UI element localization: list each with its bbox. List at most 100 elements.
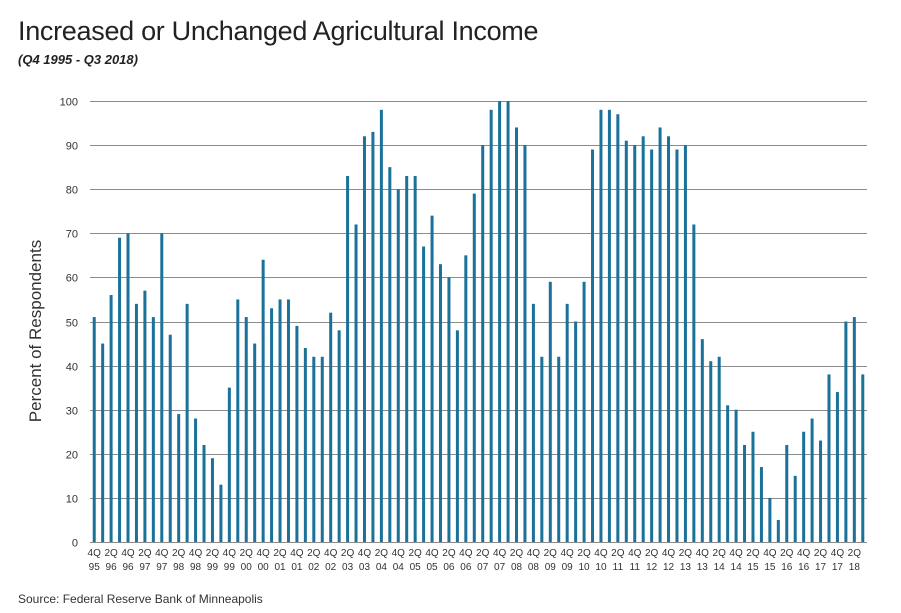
y-tick-label: 40 <box>66 362 78 374</box>
bar <box>455 330 459 542</box>
x-tick-label-quarter: 2Q <box>375 548 389 559</box>
bar <box>362 136 366 542</box>
bar <box>413 175 417 542</box>
bar <box>548 281 552 542</box>
x-tick-label-year: 14 <box>731 562 743 573</box>
x-tick-label-year: 10 <box>579 562 591 573</box>
x-tick-label-year: 98 <box>190 562 202 573</box>
bars <box>92 101 865 543</box>
x-tick-label-quarter: 2Q <box>645 548 659 559</box>
bar <box>692 224 696 543</box>
x-tick-label-quarter: 4Q <box>121 548 135 559</box>
bar <box>785 444 789 542</box>
x-tick-label-quarter: 2Q <box>476 548 490 559</box>
bar <box>759 467 763 542</box>
x-tick-label-year: 09 <box>562 562 574 573</box>
bar <box>650 149 654 542</box>
x-tick-label-quarter: 2Q <box>104 548 118 559</box>
gridlines <box>90 101 867 543</box>
source-note: Source: Federal Reserve Bank of Minneapo… <box>18 592 263 606</box>
bar <box>633 145 637 542</box>
y-axis-label: Percent of Respondents <box>26 240 45 422</box>
x-tick-label-quarter: 4Q <box>561 548 575 559</box>
x-tick-label-year: 10 <box>595 562 607 573</box>
x-tick-label-quarter: 2Q <box>307 548 321 559</box>
bar <box>303 347 307 542</box>
bar <box>118 237 122 542</box>
bar <box>371 131 375 542</box>
bar <box>683 145 687 542</box>
bar <box>151 317 155 542</box>
bar <box>489 109 493 542</box>
bar <box>396 189 400 542</box>
bar <box>447 277 451 542</box>
bar <box>717 356 721 542</box>
bar <box>751 431 755 542</box>
x-tick-label-year: 09 <box>545 562 557 573</box>
bar <box>168 334 172 542</box>
bar <box>185 303 189 542</box>
x-tick-label-quarter: 2Q <box>138 548 152 559</box>
y-tick-label: 60 <box>66 273 78 285</box>
x-tick-label-year: 12 <box>663 562 675 573</box>
x-tick-label-quarter: 4Q <box>324 548 338 559</box>
bar <box>506 101 510 542</box>
x-tick-label-year: 16 <box>781 562 793 573</box>
bar <box>329 312 333 542</box>
bar <box>574 321 578 542</box>
bar <box>498 101 502 542</box>
bar <box>852 317 856 542</box>
x-tick-label-year: 95 <box>89 562 101 573</box>
bar <box>286 299 290 542</box>
chart-subtitle: (Q4 1995 - Q3 2018) <box>18 52 138 67</box>
x-tick-label-year: 97 <box>156 562 168 573</box>
x-tick-label-quarter: 4Q <box>594 548 608 559</box>
x-tick-label-quarter: 2Q <box>273 548 287 559</box>
bar <box>624 140 628 542</box>
x-tick-label-year: 05 <box>410 562 422 573</box>
x-tick-label-year: 06 <box>443 562 455 573</box>
x-tick-label-year: 15 <box>747 562 759 573</box>
bar <box>388 167 392 542</box>
bar <box>320 356 324 542</box>
bar <box>515 127 519 543</box>
x-tick-label-year: 02 <box>308 562 320 573</box>
y-tick-label: 100 <box>60 97 78 109</box>
bar <box>802 431 806 542</box>
bar <box>295 325 299 542</box>
x-tick-label-quarter: 4Q <box>425 548 439 559</box>
x-tick-label-quarter: 4Q <box>527 548 541 559</box>
bar <box>844 321 848 542</box>
bar <box>675 149 679 542</box>
bar <box>531 303 535 542</box>
bar <box>523 145 527 542</box>
x-tick-label-quarter: 2Q <box>713 548 727 559</box>
bar <box>312 356 316 542</box>
x-tick-label-year: 07 <box>477 562 489 573</box>
x-axis-ticks: 4Q952Q964Q962Q974Q972Q984Q982Q994Q992Q00… <box>88 548 862 573</box>
y-tick-label: 30 <box>66 406 78 418</box>
bar <box>726 405 730 542</box>
x-tick-label-quarter: 2Q <box>679 548 693 559</box>
x-tick-label-quarter: 4Q <box>223 548 237 559</box>
y-tick-label: 70 <box>66 229 78 241</box>
x-tick-label-quarter: 2Q <box>577 548 591 559</box>
bar <box>438 264 442 542</box>
x-tick-label-quarter: 2Q <box>172 548 186 559</box>
x-tick-label-year: 03 <box>359 562 371 573</box>
y-axis-ticks: 0 10 20 30 40 50 60 70 80 90 100 <box>60 97 78 550</box>
y-tick-label: 90 <box>66 141 78 153</box>
bar <box>354 224 358 543</box>
x-tick-label-year: 12 <box>646 562 658 573</box>
x-tick-label-year: 00 <box>258 562 270 573</box>
bar <box>194 418 198 542</box>
bar <box>337 330 341 542</box>
x-tick-label-year: 07 <box>494 562 506 573</box>
bar <box>641 136 645 542</box>
x-tick-label-year: 01 <box>274 562 286 573</box>
chart-title: Increased or Unchanged Agricultural Inco… <box>18 16 539 46</box>
bar <box>236 299 240 542</box>
bar <box>227 387 231 542</box>
x-tick-label-year: 16 <box>798 562 810 573</box>
x-tick-label-year: 00 <box>241 562 253 573</box>
